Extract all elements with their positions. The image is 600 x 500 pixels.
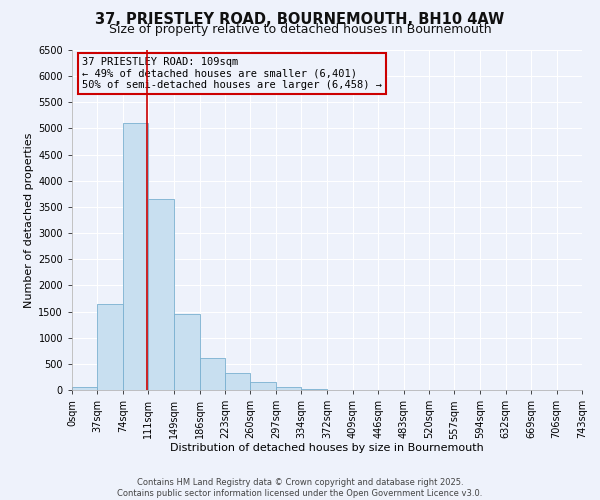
Text: Size of property relative to detached houses in Bournemouth: Size of property relative to detached ho…: [109, 22, 491, 36]
Y-axis label: Number of detached properties: Number of detached properties: [24, 132, 34, 308]
Bar: [123, 123, 148, 390]
Bar: [225, 374, 250, 390]
Bar: [148, 199, 173, 390]
Bar: [72, 388, 97, 390]
Text: 37 PRIESTLEY ROAD: 109sqm
← 49% of detached houses are smaller (6,401)
50% of se: 37 PRIESTLEY ROAD: 109sqm ← 49% of detac…: [82, 57, 382, 90]
Bar: [276, 387, 301, 390]
Bar: [97, 304, 123, 390]
Bar: [200, 358, 225, 390]
Bar: [250, 382, 276, 390]
Text: Contains HM Land Registry data © Crown copyright and database right 2025.
Contai: Contains HM Land Registry data © Crown c…: [118, 478, 482, 498]
Bar: [174, 314, 200, 390]
X-axis label: Distribution of detached houses by size in Bournemouth: Distribution of detached houses by size …: [170, 442, 484, 452]
Bar: [301, 389, 326, 390]
Text: 37, PRIESTLEY ROAD, BOURNEMOUTH, BH10 4AW: 37, PRIESTLEY ROAD, BOURNEMOUTH, BH10 4A…: [95, 12, 505, 28]
